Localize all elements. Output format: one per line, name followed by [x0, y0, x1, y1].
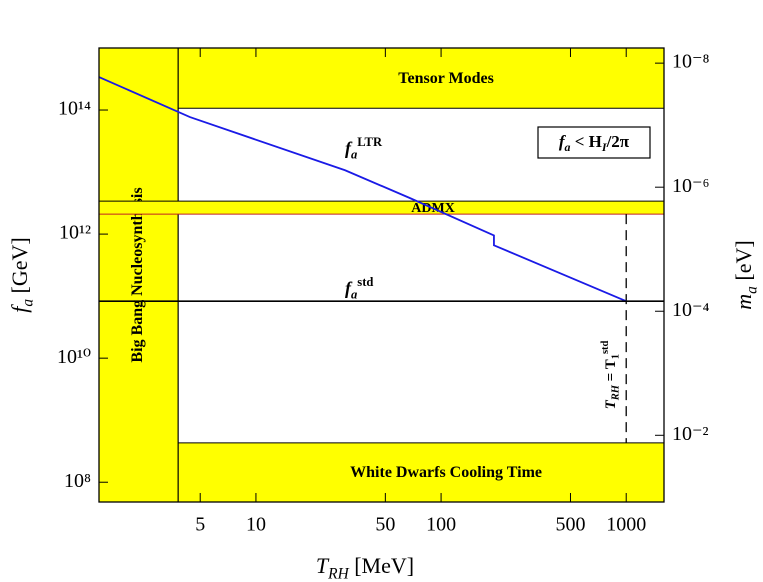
annotation-box	[537, 126, 651, 159]
series-label-part: LTR	[357, 135, 383, 149]
y2-tick-label: 10⁻⁸	[672, 51, 710, 73]
annotation-part: /2π	[606, 132, 630, 151]
y-tick-label: 10¹⁰	[57, 346, 91, 368]
x-tick-label: 50	[375, 514, 395, 536]
annotation-part: a	[565, 140, 571, 154]
y-tick-label: 10¹⁴	[58, 98, 91, 120]
band-label: Big Bang Nucleosynthesis	[129, 187, 146, 362]
y2-tick-label: 10⁻⁶	[672, 175, 710, 197]
annotation-part: f	[559, 132, 567, 151]
y-axis-label-part: a	[19, 299, 36, 307]
annotation: fa < HI/2π	[559, 132, 630, 154]
annotation-part: < H	[571, 132, 602, 151]
x-tick-label: 5	[195, 514, 205, 536]
band	[99, 442, 664, 502]
y2-axis-label-part: a	[743, 286, 760, 294]
series-label-part: a	[351, 287, 357, 301]
vline-label-part: = T	[604, 359, 620, 385]
y2-axis-label-part: m	[731, 294, 756, 310]
x-axis-label-part: [MeV]	[349, 553, 414, 578]
vline-label: TRH = T1std	[601, 340, 623, 409]
y2-tick-label: 10⁻²	[672, 423, 709, 445]
band	[99, 48, 179, 502]
series-label-part: f	[345, 278, 353, 298]
vline-label-part: 1	[611, 354, 622, 359]
band-label: White Dwarfs Cooling Time	[350, 464, 542, 481]
series-label: faLTR	[345, 135, 383, 162]
y-axis-label: fa [GeV]	[7, 237, 36, 313]
plot-frame	[98, 47, 665, 503]
band	[99, 48, 664, 109]
band	[99, 201, 664, 215]
y2-axis-label: ma [eV]	[731, 240, 760, 309]
series-label-part: f	[345, 138, 353, 158]
band-label: Tensor Modes	[398, 70, 494, 87]
series-label-part: a	[351, 147, 357, 161]
vline-label-part: T	[604, 399, 620, 409]
y2-axis-label-part: [eV]	[731, 240, 756, 286]
series-label: fastd	[345, 275, 373, 302]
vline-label-part: std	[601, 340, 612, 354]
vline-label-part: RH	[611, 384, 622, 401]
y2-tick-label: 10⁻⁴	[672, 299, 710, 321]
x-axis-label-part: T	[316, 553, 330, 578]
x-tick-label: 500	[555, 514, 585, 536]
series-line	[98, 76, 627, 302]
annotation-part: I	[601, 140, 607, 154]
series-label-part: std	[357, 275, 373, 289]
y-tick-label: 10¹²	[59, 222, 91, 244]
y-axis-label-part: f	[7, 304, 32, 313]
y-axis-label-part: [GeV]	[7, 237, 32, 299]
x-axis-label-part: RH	[327, 565, 349, 582]
y-tick-label: 10⁸	[64, 470, 91, 492]
x-axis-label: TRH [MeV]	[316, 553, 414, 582]
x-tick-label: 10	[246, 514, 266, 536]
x-tick-label: 1000	[606, 514, 646, 536]
x-tick-label: 100	[426, 514, 456, 536]
